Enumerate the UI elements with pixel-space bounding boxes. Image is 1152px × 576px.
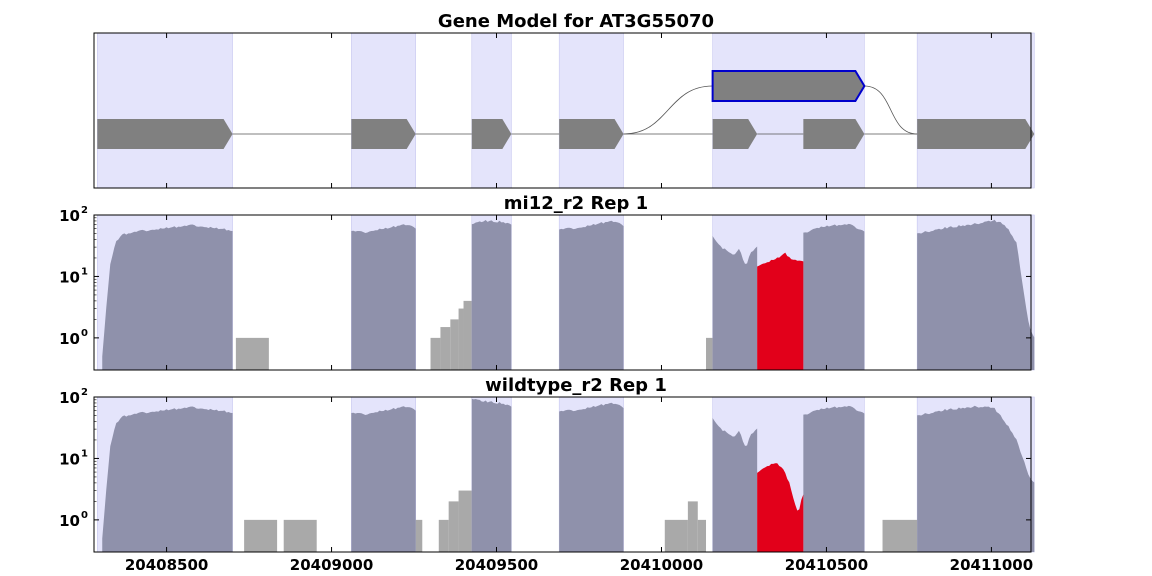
y-tick-exponent: 1 xyxy=(81,266,88,277)
intron-coverage-bar xyxy=(664,519,688,552)
exon-region-shading xyxy=(96,32,1035,189)
y-tick-label: 10 xyxy=(59,512,80,530)
exon-coverage-area xyxy=(559,402,624,552)
exon-block xyxy=(712,119,758,149)
exon-coverage-area xyxy=(351,224,416,370)
exon-coverage-areas xyxy=(102,219,1035,370)
y-tick-label: 10 xyxy=(59,268,80,286)
exon-coverage-area xyxy=(102,224,233,370)
y-tick-exponent: 1 xyxy=(81,448,88,459)
y-tick-exponent: 2 xyxy=(81,205,88,216)
gene-model-frame xyxy=(93,32,1032,189)
x-axis: 20408500 20409000 20409500 20410000 20410500… xyxy=(125,33,1033,574)
y-tick-label: 10 xyxy=(59,207,80,225)
exon-region-shade xyxy=(712,32,865,189)
intron-coverage-bar xyxy=(687,501,698,552)
intron-coverage-bar xyxy=(458,308,464,370)
highlight-coverage xyxy=(757,252,804,370)
exon-block xyxy=(351,119,416,149)
y-tick-exponent: 0 xyxy=(81,328,88,339)
exon-region-shade xyxy=(471,32,512,189)
exon-coverage-area xyxy=(471,220,512,370)
intron-coverage-bar xyxy=(283,519,317,552)
wildtype-panel-frame xyxy=(93,396,1032,553)
y-tick-label: 10 xyxy=(59,330,80,348)
exon-block xyxy=(917,119,1035,149)
intron-coverage-bar xyxy=(463,300,472,370)
y-tick-label: 10 xyxy=(59,389,80,407)
x-tick-label: 20411000 xyxy=(950,556,1034,574)
x-tick-label: 20410000 xyxy=(620,556,704,574)
exon-coverage-area xyxy=(351,406,416,552)
intron-coverage-bar xyxy=(438,519,449,552)
exon-coverage-area xyxy=(803,223,865,370)
exon-region-shade xyxy=(916,32,1035,189)
intron-coverage-bars xyxy=(235,300,713,370)
mi12-panel-title: mi12_r2 Rep 1 xyxy=(504,193,648,214)
intron-coverage-bar xyxy=(697,519,707,552)
y-tick-exponent: 0 xyxy=(81,510,88,521)
intron-coverage-bar xyxy=(882,519,918,552)
intron-coverage-bar xyxy=(235,337,269,370)
exon-coverage-area xyxy=(712,235,758,370)
exon-region-shade xyxy=(558,32,624,189)
exon-coverage-area xyxy=(803,405,865,552)
intron-coverage-bar xyxy=(430,337,441,370)
intron-coverage-bar xyxy=(706,337,713,370)
exon-coverage-areas xyxy=(102,398,1035,552)
intron-coverage-bar xyxy=(448,501,459,552)
exon-block xyxy=(559,119,624,149)
exon-coverage-area xyxy=(917,405,1035,552)
mi12-panel-frame xyxy=(93,214,1032,371)
intron-coverage-bar xyxy=(440,327,451,370)
intron-coverage-bar xyxy=(458,490,472,552)
retained-intron-coverage xyxy=(757,252,804,370)
exon-region-shade xyxy=(351,32,416,189)
junction-curve xyxy=(623,85,713,135)
intron-coverage-bar xyxy=(244,519,278,552)
exon-coverage-area xyxy=(559,220,624,370)
exon-coverage-area xyxy=(917,219,1035,370)
highlighted-exon xyxy=(711,70,866,102)
gene-model-title: Gene Model for AT3G55070 xyxy=(438,11,714,32)
exon-region-shade xyxy=(96,32,233,189)
exon-block xyxy=(471,119,512,149)
exon-coverage-area xyxy=(712,417,758,552)
highlight-coverage xyxy=(757,463,804,552)
exon-block xyxy=(803,119,865,149)
intron-coverage-bars xyxy=(244,490,918,552)
wildtype-panel-title: wildtype_r2 Rep 1 xyxy=(485,375,667,396)
x-tick-label: 20408500 xyxy=(125,556,209,574)
y-tick-label: 10 xyxy=(59,450,80,468)
gene-model-panel xyxy=(93,32,1035,189)
x-tick-label: 20409500 xyxy=(455,556,539,574)
intron-coverage-bar xyxy=(415,519,423,552)
exon-block xyxy=(97,119,233,149)
y-tick-exponent: 2 xyxy=(81,387,88,398)
intron-coverage-bar xyxy=(450,319,459,370)
junction-curve xyxy=(864,85,918,135)
exon-coverage-area xyxy=(471,398,512,552)
gene-model-track xyxy=(97,70,1035,149)
exon-coverage-area xyxy=(102,406,233,552)
x-tick-label: 20409000 xyxy=(290,556,374,574)
x-tick-label: 20410500 xyxy=(785,556,869,574)
retained-intron-coverage xyxy=(757,463,804,552)
